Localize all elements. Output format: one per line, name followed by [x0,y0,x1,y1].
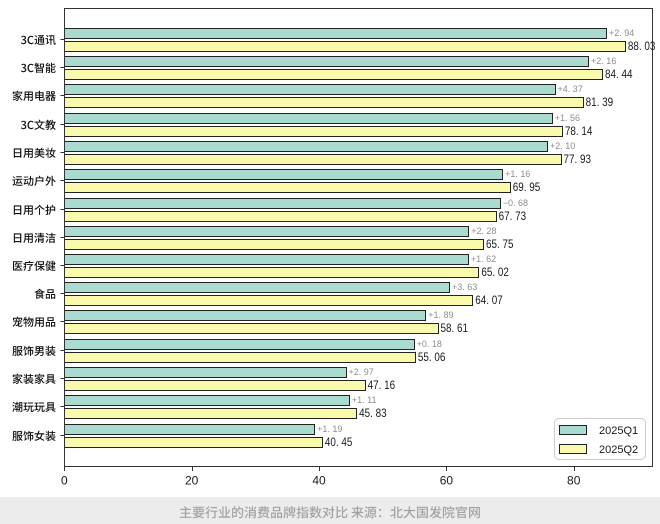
svg-text:+0. 18: +0. 18 [417,339,442,349]
svg-text:+2. 94: +2. 94 [609,28,634,38]
svg-text:2025Q2: 2025Q2 [599,444,638,456]
svg-text:65. 02: 65. 02 [481,267,509,279]
svg-text:0: 0 [61,474,68,488]
svg-text:2025Q1: 2025Q1 [599,425,638,437]
svg-text:+2. 10: +2. 10 [550,141,575,151]
svg-text:77. 93: 77. 93 [564,154,592,166]
svg-text:20: 20 [185,474,199,488]
svg-text:+1. 16: +1. 16 [505,169,530,179]
svg-text:+3. 63: +3. 63 [452,282,477,292]
svg-text:+2. 16: +2. 16 [591,56,616,66]
svg-text:78. 14: 78. 14 [565,126,593,138]
svg-text:45. 83: 45. 83 [359,408,387,420]
svg-text:88. 03: 88. 03 [628,41,656,53]
svg-text:58. 61: 58. 61 [441,323,469,335]
svg-text:47. 16: 47. 16 [368,380,396,392]
svg-text:84. 44: 84. 44 [605,69,633,81]
svg-text:+2. 97: +2. 97 [349,367,374,377]
svg-text:+2. 28: +2. 28 [471,226,496,236]
svg-text:+1. 19: +1. 19 [317,424,342,434]
svg-text:−0. 68: −0. 68 [503,198,528,208]
svg-text:+1. 62: +1. 62 [471,254,496,264]
svg-text:40. 45: 40. 45 [325,437,353,449]
svg-text:67. 73: 67. 73 [499,211,526,223]
svg-text:40: 40 [312,474,326,488]
svg-text:+1. 89: +1. 89 [428,310,453,320]
svg-text:+4. 37: +4. 37 [558,84,583,94]
svg-text:+1. 56: +1. 56 [555,113,580,123]
svg-text:80: 80 [567,474,581,488]
svg-text:64. 07: 64. 07 [475,295,503,307]
svg-text:55. 06: 55. 06 [418,352,446,364]
svg-text:69. 95: 69. 95 [513,182,541,194]
svg-text:65. 75: 65. 75 [486,239,514,251]
svg-text:+1. 11: +1. 11 [352,395,377,405]
svg-text:60: 60 [440,474,454,488]
svg-text:81. 39: 81. 39 [586,97,614,109]
